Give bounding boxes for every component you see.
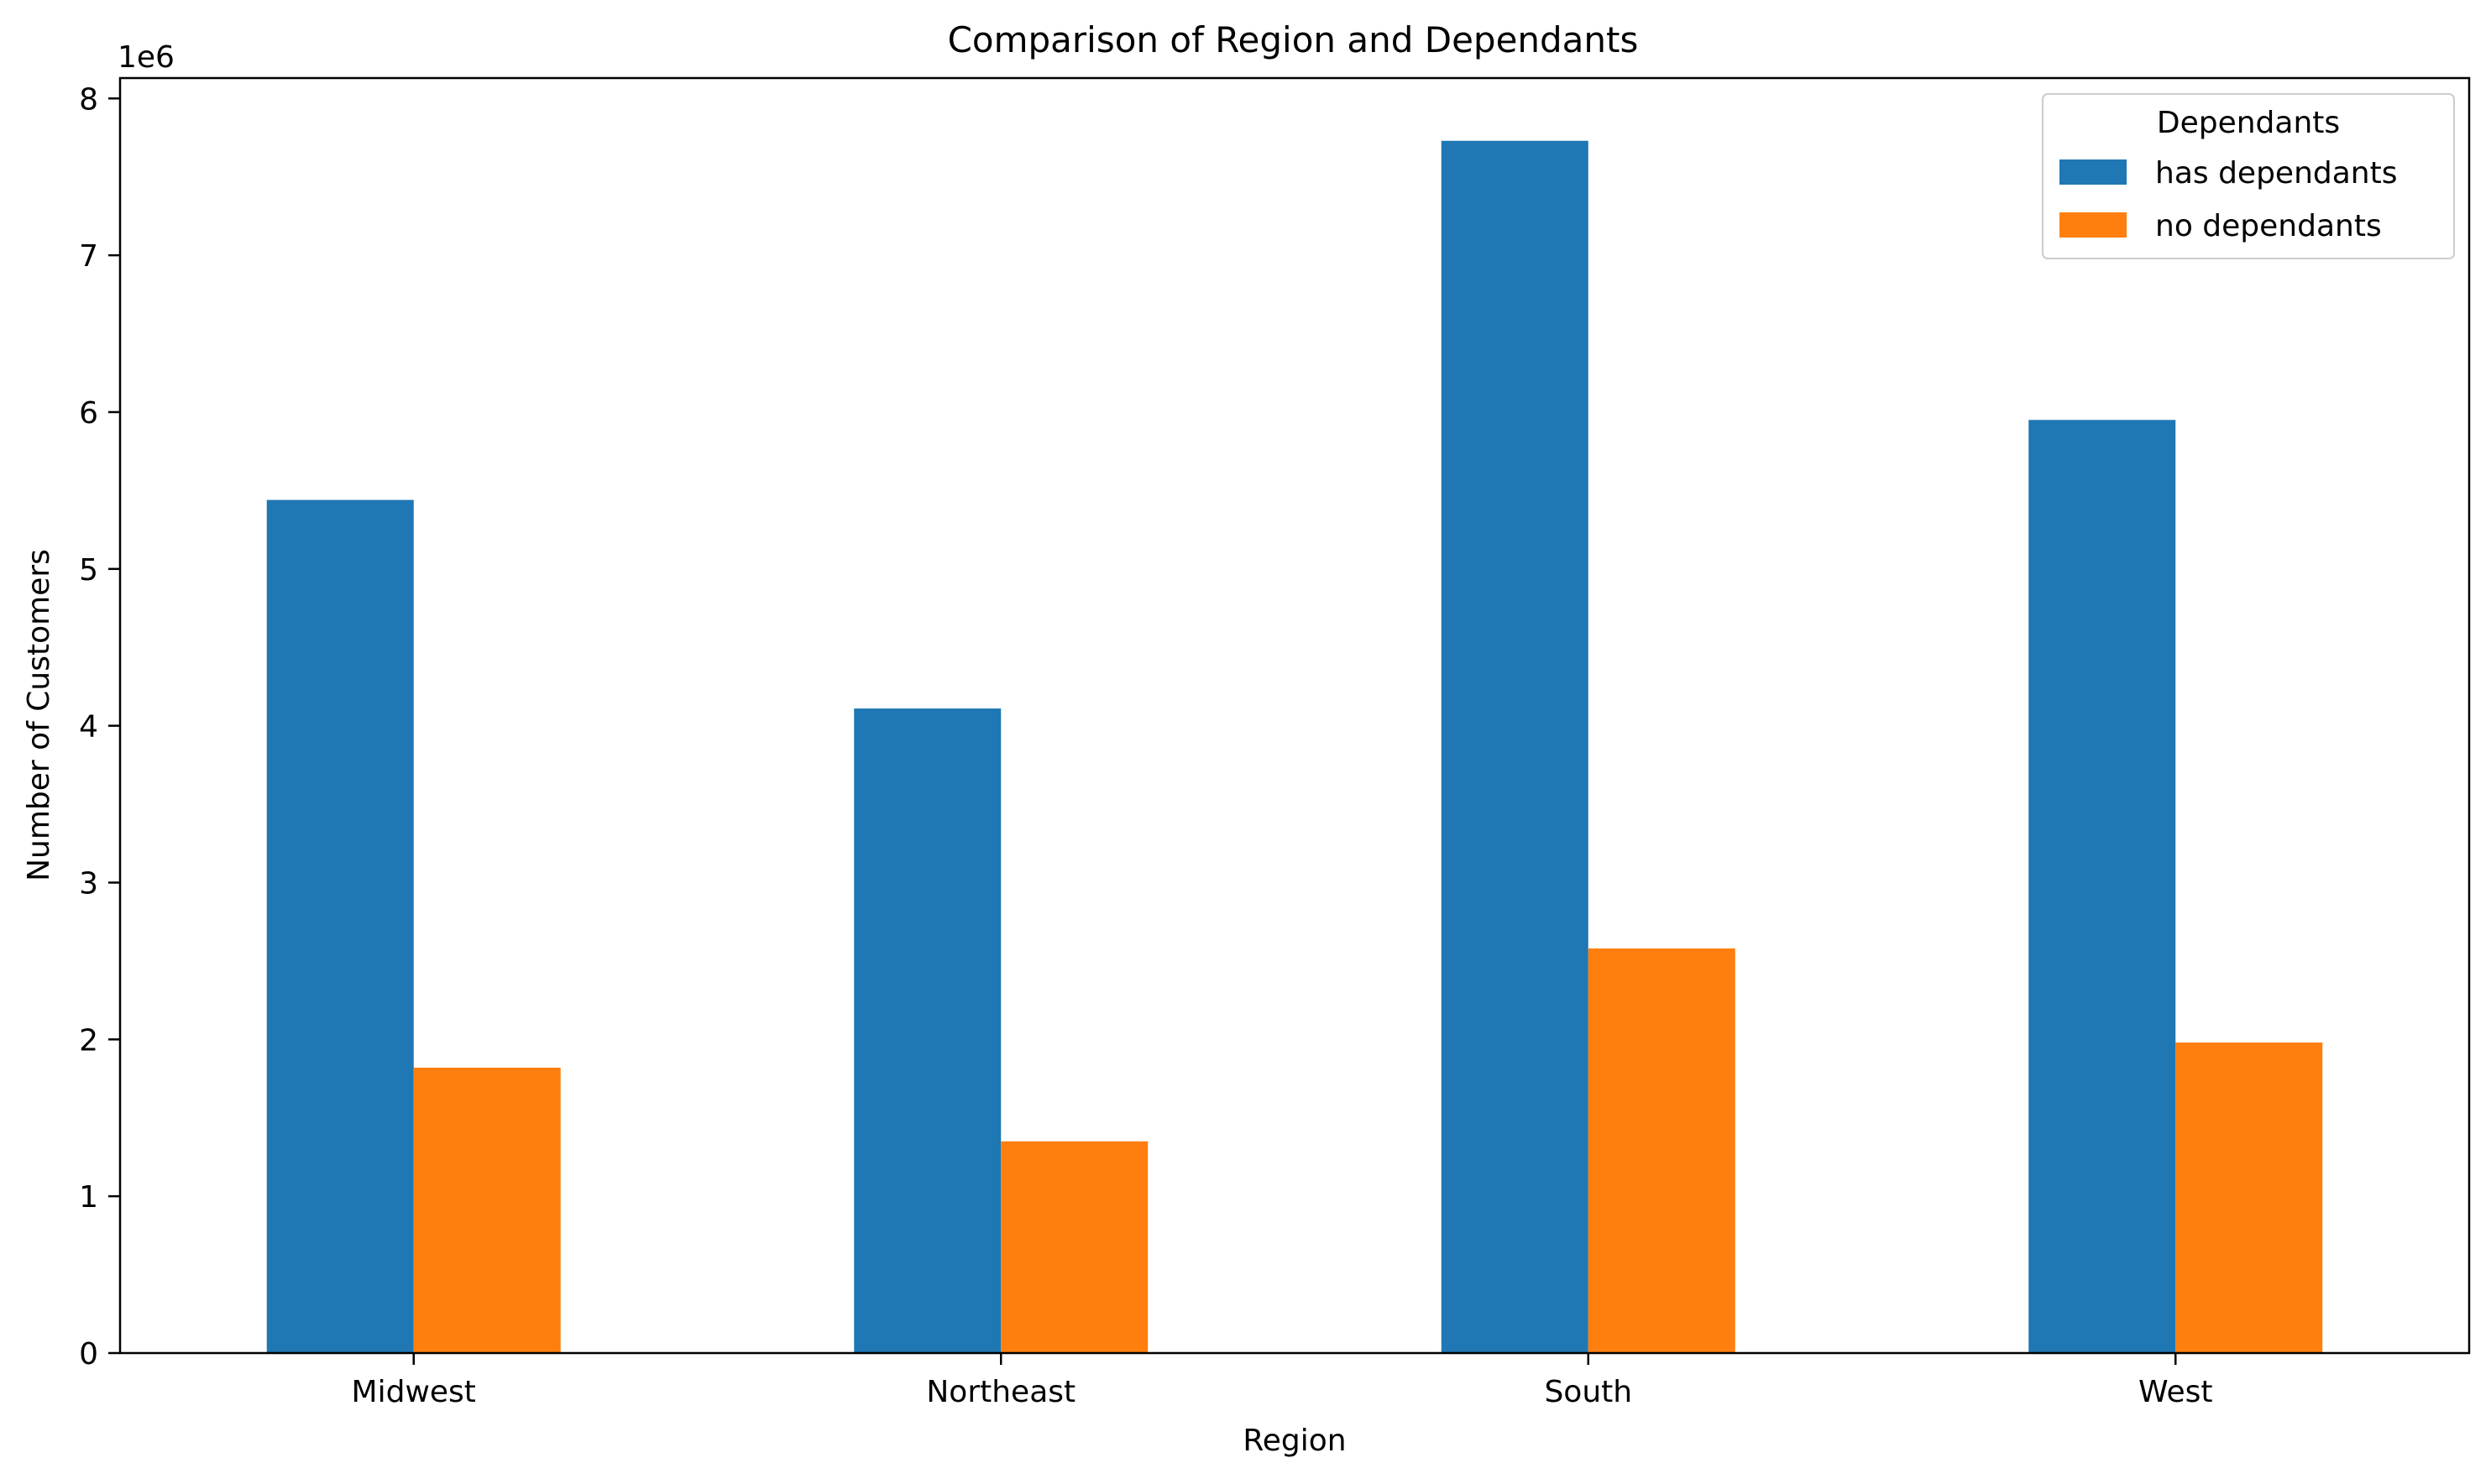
bar-south-no-dependants bbox=[1588, 948, 1735, 1353]
y-tick-label-0: 0 bbox=[79, 1337, 98, 1372]
y-tick-label-1: 1 bbox=[79, 1180, 98, 1215]
bar-south-has-dependants bbox=[1441, 140, 1588, 1353]
legend-swatch-no-dependants bbox=[2059, 212, 2127, 238]
y-axis-label: Number of Customers bbox=[22, 549, 56, 881]
y-tick-label-6: 6 bbox=[79, 396, 98, 431]
bar-northeast-has-dependants bbox=[854, 708, 1002, 1353]
y-tick-label-5: 5 bbox=[79, 553, 98, 588]
bar-west-no-dependants bbox=[2175, 1042, 2323, 1353]
y-offset-label: 1e6 bbox=[118, 40, 175, 75]
chart-title: Comparison of Region and Dependants bbox=[948, 19, 1639, 60]
x-axis-label: Region bbox=[1243, 1424, 1346, 1458]
bar-northeast-no-dependants bbox=[1001, 1141, 1149, 1353]
bar-west-has-dependants bbox=[2028, 420, 2176, 1354]
legend-swatch-has-dependants bbox=[2059, 159, 2127, 185]
bar-midwest-has-dependants bbox=[266, 499, 414, 1353]
x-tick-label-midwest: Midwest bbox=[352, 1375, 476, 1409]
bars-group bbox=[266, 140, 2323, 1354]
x-tick-label-south: South bbox=[1544, 1375, 1632, 1409]
y-tick-label-7: 7 bbox=[79, 239, 98, 274]
y-tick-label-4: 4 bbox=[79, 710, 98, 745]
legend-frame bbox=[2042, 93, 2455, 259]
legend: Dependants has dependants no dependants bbox=[2042, 93, 2455, 259]
bar-midwest-no-dependants bbox=[413, 1067, 561, 1353]
y-ticks-group: 0 1 2 3 4 5 6 7 8 bbox=[79, 82, 120, 1372]
y-tick-label-8: 8 bbox=[79, 82, 98, 117]
x-tick-label-west: West bbox=[2138, 1375, 2213, 1409]
legend-label-has-dependants: has dependants bbox=[2155, 156, 2398, 191]
x-ticks-group: Midwest Northeast South West bbox=[352, 1353, 2213, 1409]
plot-frame bbox=[118, 76, 2471, 1355]
x-tick-label-northeast: Northeast bbox=[926, 1375, 1075, 1409]
legend-label-no-dependants: no dependants bbox=[2155, 209, 2382, 243]
legend-title: Dependants bbox=[2157, 106, 2340, 140]
y-tick-label-2: 2 bbox=[79, 1023, 98, 1058]
y-tick-label-3: 3 bbox=[79, 866, 98, 901]
